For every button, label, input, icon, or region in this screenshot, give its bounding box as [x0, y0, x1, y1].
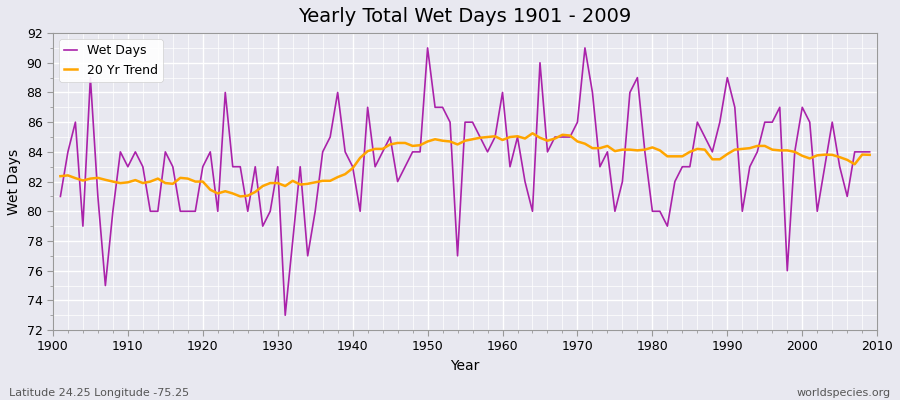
20 Yr Trend	[864, 152, 875, 157]
20 Yr Trend	[332, 175, 343, 180]
Wet Days	[602, 150, 613, 154]
20 Yr Trend	[602, 144, 613, 148]
Wet Days	[115, 150, 126, 154]
20 Yr Trend	[287, 178, 298, 183]
Y-axis label: Wet Days: Wet Days	[7, 148, 21, 215]
20 Yr Trend	[505, 135, 516, 140]
Line: 20 Yr Trend: 20 Yr Trend	[60, 133, 869, 196]
Wet Days	[55, 194, 66, 199]
Text: worldspecies.org: worldspecies.org	[796, 388, 891, 398]
Wet Days	[864, 150, 875, 154]
20 Yr Trend	[497, 138, 508, 142]
Line: Wet Days: Wet Days	[60, 48, 869, 315]
Wet Days	[280, 313, 291, 318]
Title: Yearly Total Wet Days 1901 - 2009: Yearly Total Wet Days 1901 - 2009	[299, 7, 632, 26]
Legend: Wet Days, 20 Yr Trend: Wet Days, 20 Yr Trend	[59, 39, 163, 82]
Wet Days	[512, 135, 523, 140]
Wet Days	[287, 238, 298, 243]
Wet Days	[332, 90, 343, 95]
Text: Latitude 24.25 Longitude -75.25: Latitude 24.25 Longitude -75.25	[9, 388, 189, 398]
20 Yr Trend	[115, 181, 126, 186]
20 Yr Trend	[55, 174, 66, 178]
20 Yr Trend	[527, 131, 538, 136]
20 Yr Trend	[235, 194, 246, 199]
X-axis label: Year: Year	[450, 359, 480, 373]
Wet Days	[505, 164, 516, 169]
Wet Days	[422, 46, 433, 50]
